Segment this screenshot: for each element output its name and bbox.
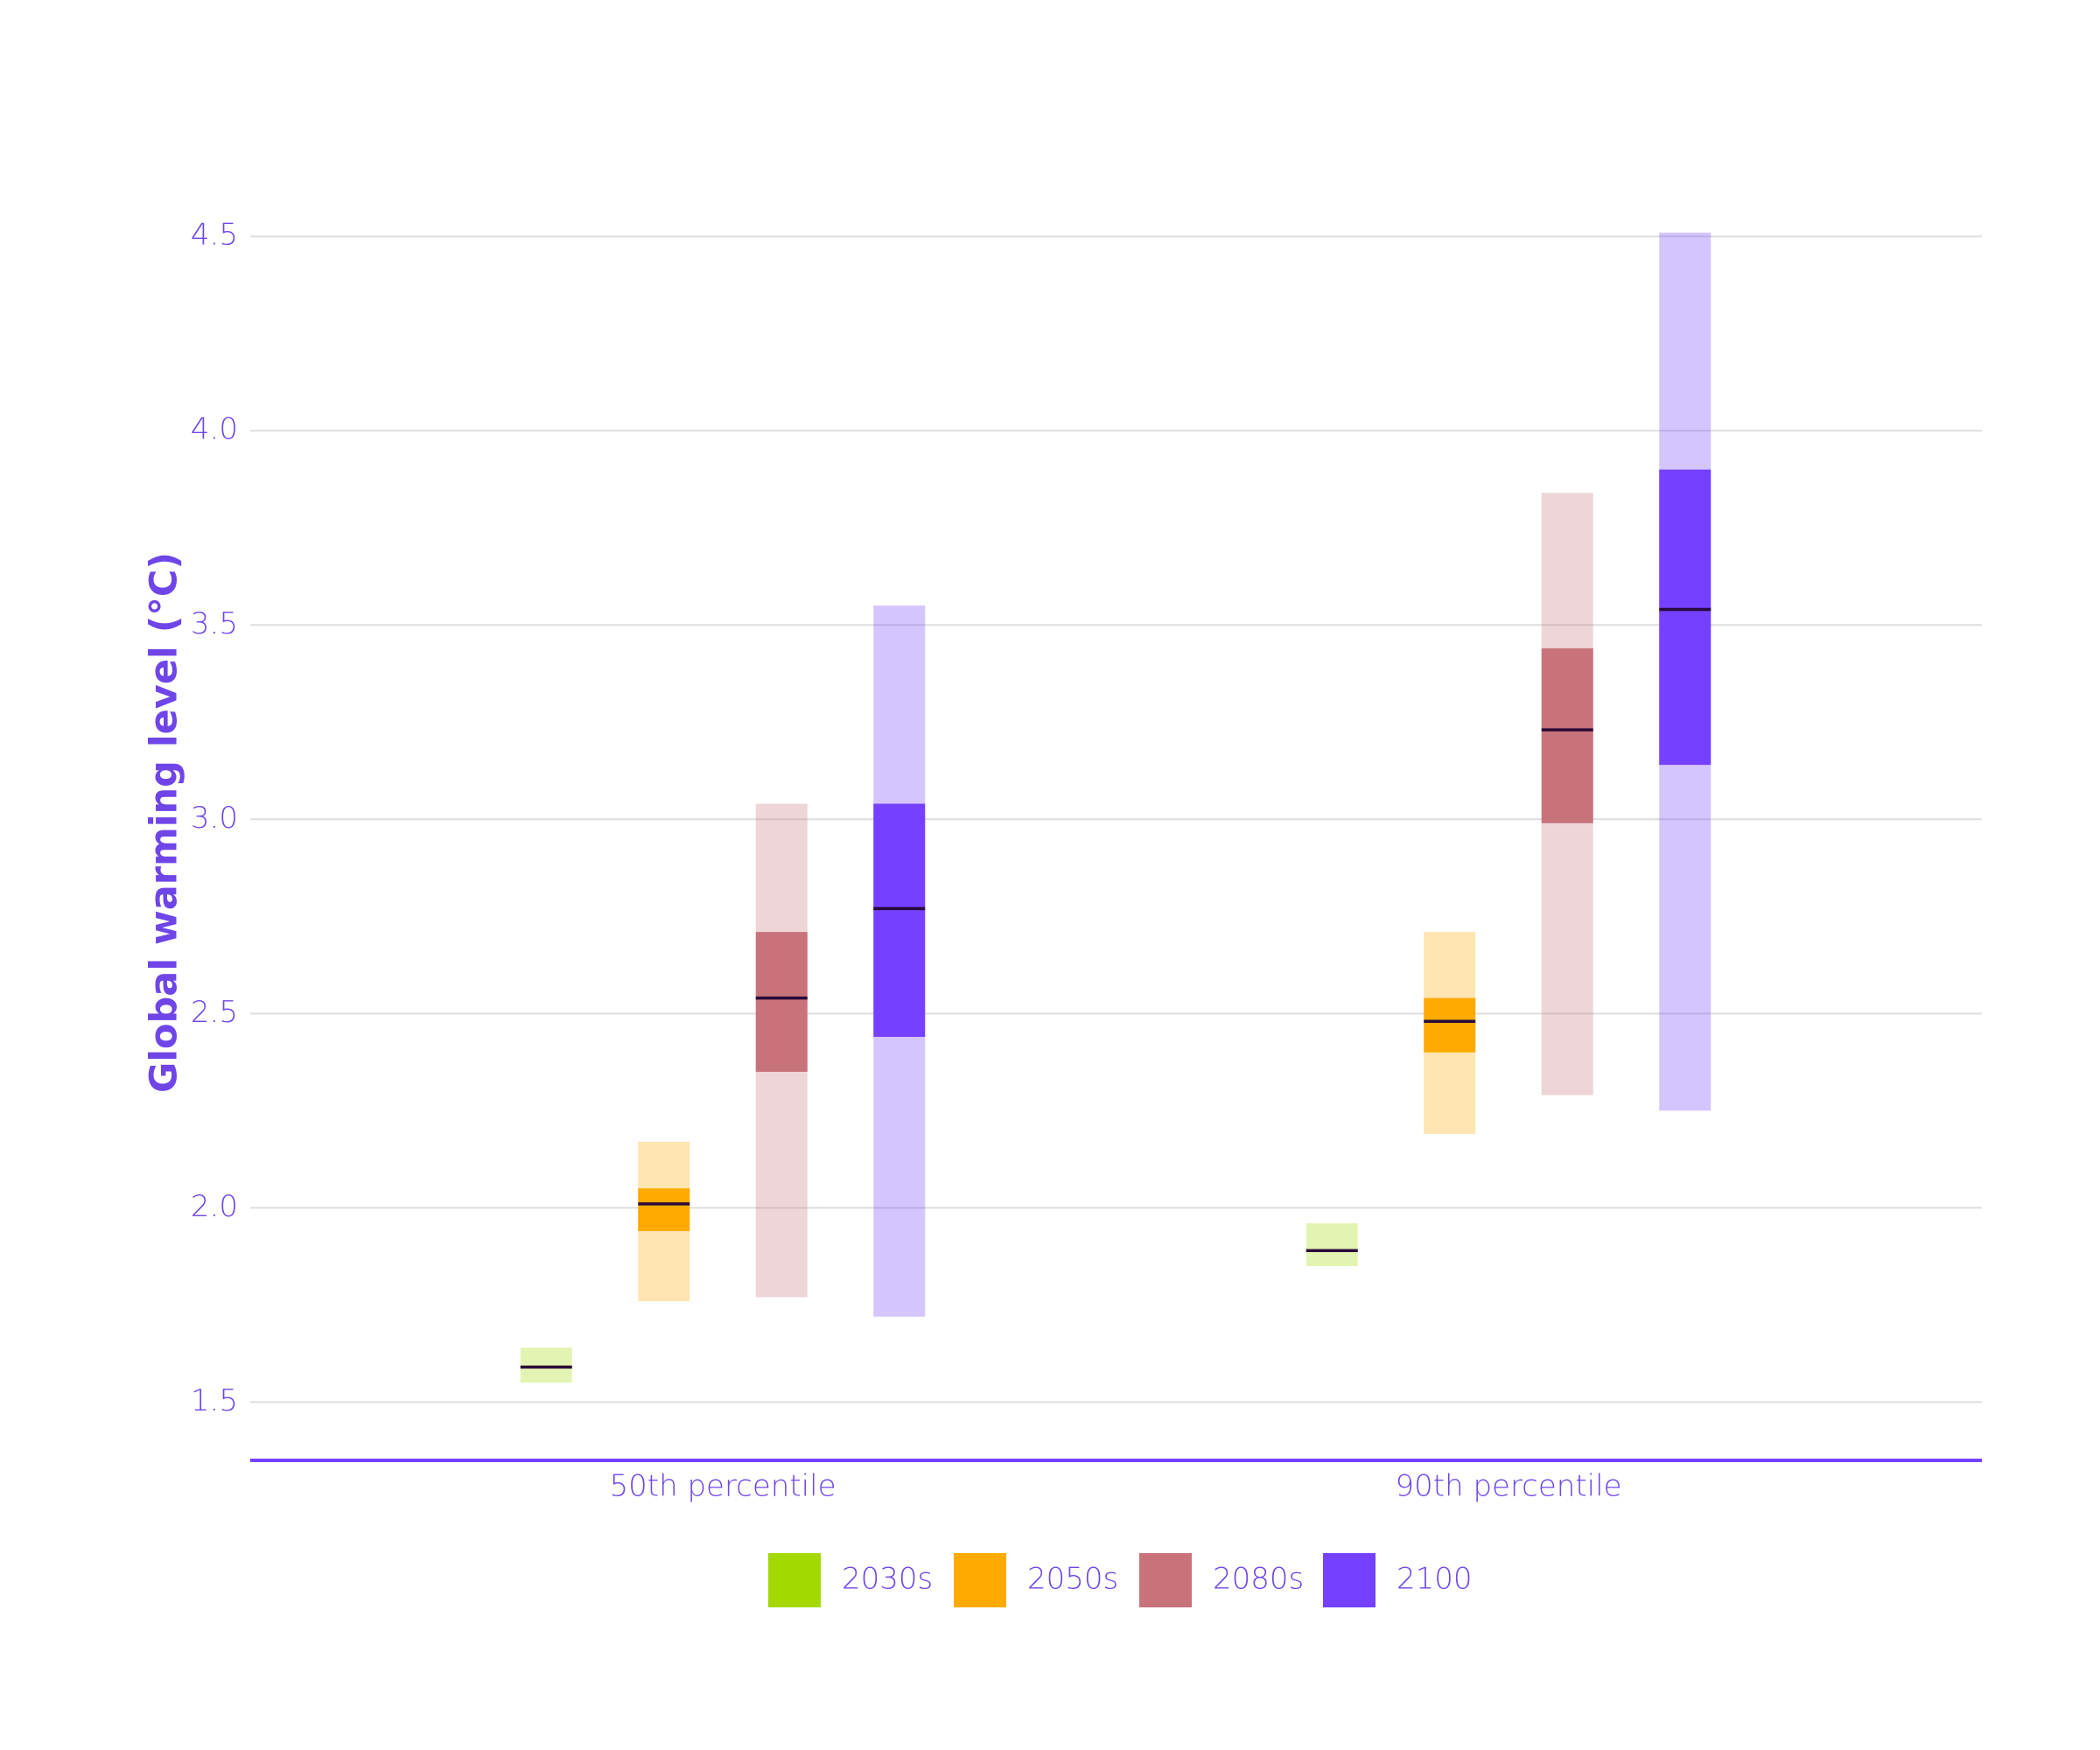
legend-label: 2030s: [842, 1562, 933, 1597]
y-tick-label: 3.0: [191, 801, 238, 836]
inner-range: [1424, 998, 1476, 1053]
y-tick-label: 2.5: [191, 995, 238, 1030]
y-tick-label: 4.0: [191, 412, 238, 447]
inner-range: [638, 1188, 690, 1232]
legend-swatch: [1139, 1553, 1192, 1607]
legend-swatch: [1323, 1553, 1376, 1607]
x-tick-label: 90th percentile: [1396, 1469, 1622, 1504]
legend-swatch: [954, 1553, 1006, 1607]
x-tick-label: 50th percentile: [610, 1469, 836, 1504]
y-tick-label: 1.5: [191, 1383, 238, 1418]
outer-range: [1306, 1223, 1358, 1266]
outer-range: [520, 1348, 572, 1383]
y-tick-label: 2.0: [191, 1189, 238, 1224]
inner-range: [755, 932, 808, 1072]
legend-label: 2080s: [1213, 1562, 1304, 1597]
inner-range: [1659, 469, 1712, 766]
inner-range: [1541, 648, 1593, 823]
y-tick-label: 4.5: [191, 218, 238, 253]
inner-range: [873, 803, 926, 1037]
y-axis-title: Global warming level (°C): [143, 552, 186, 1093]
legend-label: 2050s: [1027, 1562, 1118, 1597]
legend-swatch: [768, 1553, 821, 1607]
legend-label: 2100: [1396, 1562, 1473, 1597]
y-tick-label: 3.5: [191, 606, 238, 641]
